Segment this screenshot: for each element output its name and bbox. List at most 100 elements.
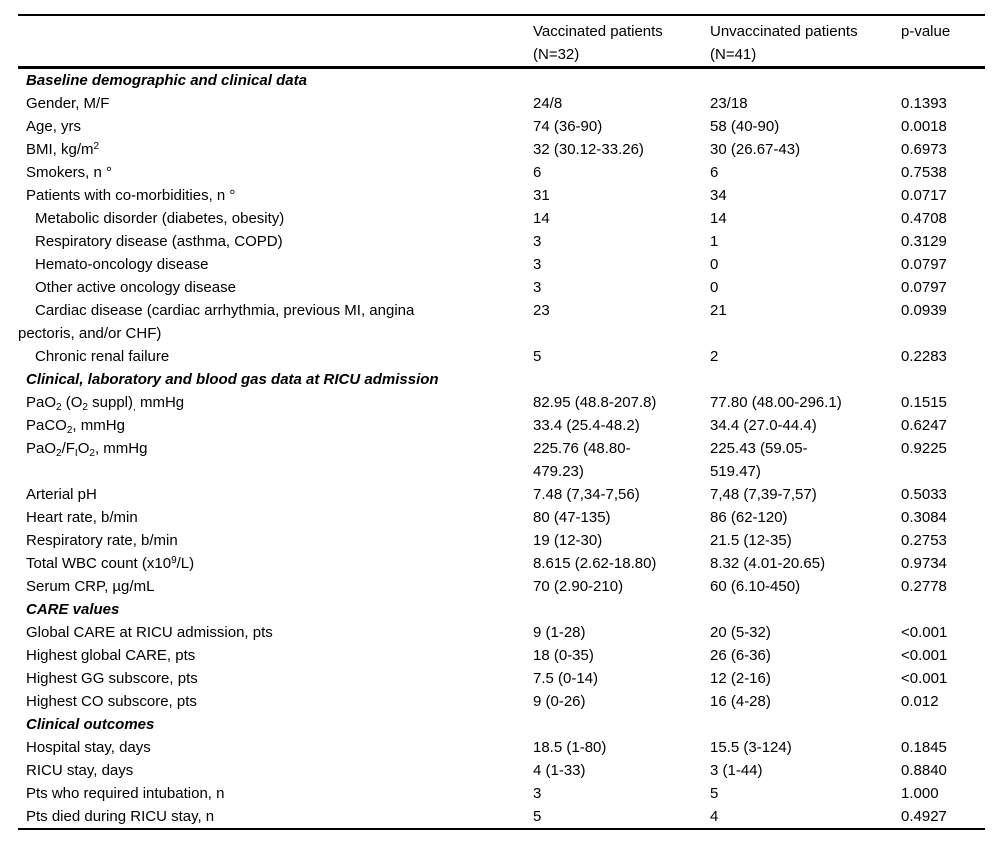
table-row: RICU stay, days 4 (1-33) 3 (1-44) 0.8840: [18, 759, 985, 782]
unvaccinated-value: 4: [710, 808, 719, 825]
vaccinated-value: 19 (12-30): [533, 532, 603, 549]
row-label: Hemato-oncology disease: [35, 256, 209, 273]
unvaccinated-value: 16 (4-28): [710, 693, 771, 710]
unvaccinated-value: 6: [710, 164, 719, 181]
table-row: Pts died during RICU stay, n 5 4 0.4927: [18, 805, 985, 829]
vaccinated-value: 3: [533, 785, 542, 802]
p-value: 0.0939: [901, 302, 947, 319]
row-label: PaCO2, mmHg: [26, 417, 125, 436]
row-label: Patients with co-morbidities, n °: [26, 187, 236, 204]
row-label: Arterial pH: [26, 486, 97, 503]
table-row: Highest GG subscore, pts 7.5 (0-14) 12 (…: [18, 667, 985, 690]
p-value: 0.1845: [901, 739, 947, 756]
unvaccinated-value: 14: [710, 210, 727, 227]
table-row: PaO2/FIO2, mmHg 225.76 (48.80- 479.23) 22…: [18, 437, 985, 483]
row-label: PaO2 (O2 suppl), mmHg: [26, 394, 185, 413]
section-title: Clinical, laboratory and blood gas data …: [26, 371, 439, 388]
vaccinated-value: 7.5 (0-14): [533, 670, 599, 687]
p-value: 0.4927: [901, 808, 947, 825]
p-value: <0.001: [901, 670, 948, 687]
table-row: Global CARE at RICU admission, pts 9 (1-…: [18, 621, 985, 644]
unvaccinated-value: 77.80 (48.00-296.1): [710, 394, 842, 411]
unvaccinated-value: 0: [710, 279, 719, 296]
p-value: 0.8840: [901, 762, 947, 779]
table-header-row: Vaccinated patients (N=32) Unvaccinated p…: [18, 15, 985, 69]
table-header: Vaccinated patients (N=32) Unvaccinated p…: [18, 15, 985, 69]
table-row: BMI, kg/m2 32 (30.12-33.26) 30 (26.67-43…: [18, 138, 985, 161]
vaccinated-value: 23: [533, 302, 550, 319]
row-label: Age, yrs: [26, 118, 82, 135]
row-label: BMI, kg/m2: [26, 141, 100, 158]
table-row: Patients with co-morbidities, n ° 31 34 …: [18, 184, 985, 207]
header-p-value: p-value: [901, 15, 985, 69]
p-value: 0.2753: [901, 532, 947, 549]
vaccinated-value: 32 (30.12-33.26): [533, 141, 644, 158]
row-label: Respiratory rate, b/min: [26, 532, 178, 549]
p-value: 0.9225: [901, 440, 947, 457]
p-value: 0.4708: [901, 210, 947, 227]
unvaccinated-value: 15.5 (3-124): [710, 739, 792, 756]
table-body: Baseline demographic and clinical data G…: [18, 68, 985, 830]
row-label: Other active oncology disease: [35, 279, 236, 296]
unvaccinated-value: 1: [710, 233, 719, 250]
p-value: 0.1393: [901, 95, 947, 112]
unvaccinated-value: 23/18: [710, 95, 748, 112]
unvaccinated-value: 2: [710, 348, 719, 365]
row-label: Smokers, n °: [26, 164, 113, 181]
row-label: Gender, M/F: [26, 95, 110, 112]
p-value: 0.3084: [901, 509, 947, 526]
row-label: Global CARE at RICU admission, pts: [26, 624, 273, 641]
vaccinated-value: 74 (36-90): [533, 118, 603, 135]
p-value: 0.7538: [901, 164, 947, 181]
row-label: Heart rate, b/min: [26, 509, 138, 526]
vaccinated-value: 7.48 (7,34-7,56): [533, 486, 640, 503]
p-value: 0.0797: [901, 256, 947, 273]
row-label: Highest global CARE, pts: [26, 647, 196, 664]
vaccinated-value: 3: [533, 256, 542, 273]
unvaccinated-value: 7,48 (7,39-7,57): [710, 486, 817, 503]
unvaccinated-value: 26 (6-36): [710, 647, 771, 664]
unvaccinated-value: 225.43 (59.05- 519.47): [710, 440, 808, 480]
header-unvaccinated-patients: Unvaccinated patients (N=41): [710, 15, 901, 69]
table-row: PaCO2, mmHg 33.4 (25.4-48.2) 34.4 (27.0-…: [18, 414, 985, 437]
p-value: 0.9734: [901, 555, 947, 572]
vaccinated-value: 9 (0-26): [533, 693, 586, 710]
vaccinated-value: 8.615 (2.62-18.80): [533, 555, 657, 572]
header-empty-cell: [18, 15, 533, 69]
vaccinated-value: 31: [533, 187, 550, 204]
p-value: 0.012: [901, 693, 939, 710]
section-title: CARE values: [26, 601, 120, 618]
vaccinated-value: 4 (1-33): [533, 762, 586, 779]
unvaccinated-value: 21.5 (12-35): [710, 532, 792, 549]
table-row: Age, yrs 74 (36-90) 58 (40-90) 0.0018: [18, 115, 985, 138]
p-value: 0.0797: [901, 279, 947, 296]
table-row: Metabolic disorder (diabetes, obesity) 1…: [18, 207, 985, 230]
p-value: 0.5033: [901, 486, 947, 503]
unvaccinated-value: 34: [710, 187, 727, 204]
section-row: Baseline demographic and clinical data: [18, 68, 985, 93]
table-row: Other active oncology disease 3 0 0.0797: [18, 276, 985, 299]
p-value: 0.1515: [901, 394, 947, 411]
p-value: 0.6973: [901, 141, 947, 158]
section-row: CARE values: [18, 598, 985, 621]
row-label: Highest GG subscore, pts: [26, 670, 198, 687]
unvaccinated-value: 8.32 (4.01-20.65): [710, 555, 826, 572]
section-row: Clinical outcomes: [18, 713, 985, 736]
p-value: 0.0018: [901, 118, 947, 135]
vaccinated-value: 82.95 (48.8-207.8): [533, 394, 657, 411]
unvaccinated-value: 30 (26.67-43): [710, 141, 801, 158]
table-row: Cardiac disease (cardiac arrhythmia, pre…: [18, 299, 985, 345]
row-label: Highest CO subscore, pts: [26, 693, 197, 710]
row-label: Respiratory disease (asthma, COPD): [35, 233, 283, 250]
header-vaccinated-patients: Vaccinated patients (N=32): [533, 15, 710, 69]
vaccinated-value: 14: [533, 210, 550, 227]
vaccinated-value: 3: [533, 279, 542, 296]
unvaccinated-value: 3 (1-44): [710, 762, 763, 779]
table-row: Total WBC count (x109/L) 8.615 (2.62-18.…: [18, 552, 985, 575]
vaccinated-value: 3: [533, 233, 542, 250]
vaccinated-value: 70 (2.90-210): [533, 578, 624, 595]
vaccinated-value: 80 (47-135): [533, 509, 611, 526]
p-value: 0.2283: [901, 348, 947, 365]
row-label: Pts died during RICU stay, n: [26, 808, 215, 825]
